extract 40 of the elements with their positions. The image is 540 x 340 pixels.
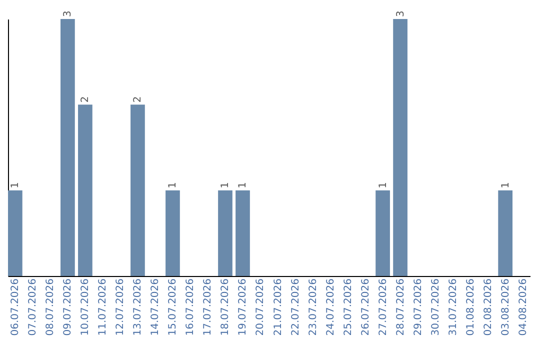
data-label: 1 [168, 182, 179, 188]
x-tick-label: 23.07.2026 [308, 278, 319, 336]
data-label: 1 [10, 182, 22, 188]
x-tick-label: 11.07.2026 [98, 278, 109, 336]
data-label: 3 [395, 10, 406, 17]
x-tick-label: 30.07.2026 [430, 278, 442, 336]
x-tick-label: 09.07.2026 [62, 278, 74, 336]
x-tick-label: 19.07.2026 [238, 278, 249, 336]
x-tick-label: 15.07.2026 [168, 278, 179, 336]
x-tick-label: 16.07.2026 [185, 278, 196, 336]
x-tick-label: 29.07.2026 [412, 278, 424, 336]
x-tick-label: 14.07.2026 [150, 278, 162, 336]
x-tick-label: 12.07.2026 [115, 278, 126, 336]
x-tick-label: 28.07.2026 [395, 278, 406, 336]
x-tick-label: 01.08.2026 [465, 278, 476, 336]
x-tick-label: 10.07.2026 [80, 278, 92, 336]
x-tick-label: 31.07.2026 [448, 278, 459, 336]
data-label: 2 [80, 96, 92, 103]
x-tick-label: 24.07.2026 [325, 278, 336, 336]
x-tick-label: 17.07.2026 [202, 278, 214, 336]
x-tick-label: 03.08.2026 [500, 278, 512, 336]
data-label: 1 [500, 182, 512, 188]
data-label: 1 [220, 182, 232, 188]
x-tick-label: 20.07.2026 [255, 278, 266, 336]
x-tick-label: 02.08.2026 [482, 278, 494, 336]
x-tick-label: 07.07.2026 [28, 278, 39, 336]
x-tick-label: 22.07.2026 [290, 278, 302, 336]
data-label: 1 [378, 182, 389, 188]
x-tick-label: 06.07.2026 [10, 278, 22, 336]
data-label: 1 [238, 182, 249, 188]
x-tick-label: 04.08.2026 [518, 278, 529, 336]
x-tick-label: 08.07.2026 [45, 278, 56, 336]
data-label: 3 [62, 10, 74, 17]
x-tick-label: 21.07.2026 [272, 278, 284, 336]
data-label: 2 [132, 96, 144, 103]
x-tick-label: 25.07.2026 [342, 278, 354, 336]
x-tick-label: 26.07.2026 [360, 278, 372, 336]
x-tick-label: 27.07.2026 [378, 278, 389, 336]
x-tick-label: 13.07.2026 [132, 278, 144, 336]
x-tick-label: 18.07.2026 [220, 278, 232, 336]
